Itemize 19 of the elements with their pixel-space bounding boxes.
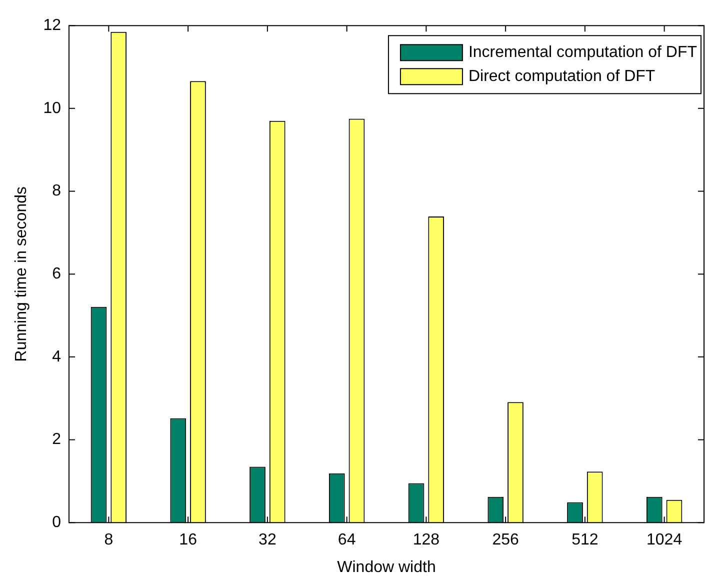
y-tick-label: 10 (43, 100, 62, 117)
x-tick-label: 64 (338, 532, 356, 549)
x-tick-label: 512 (572, 532, 598, 549)
y-tick-label: 4 (52, 348, 62, 366)
x-axis-title: Window width (337, 558, 436, 576)
y-tick-label: 8 (52, 182, 62, 200)
x-tick-label: 16 (179, 532, 198, 549)
legend-label: Direct computation of DFT (468, 68, 656, 86)
y-tick-label: 12 (43, 17, 62, 34)
y-tick-label: 6 (52, 266, 62, 283)
x-tick-label: 8 (104, 532, 114, 549)
x-tick-label: 256 (492, 532, 520, 549)
legend-label: Incremental computation of DFT (468, 44, 698, 62)
x-tick-label: 32 (258, 532, 276, 549)
y-axis-title: Running time in seconds (13, 186, 30, 362)
x-tick-label: 1024 (646, 532, 682, 549)
x-tick-label: 128 (412, 532, 440, 549)
y-tick-label: 2 (52, 431, 62, 448)
y-tick-label: 0 (52, 514, 62, 532)
